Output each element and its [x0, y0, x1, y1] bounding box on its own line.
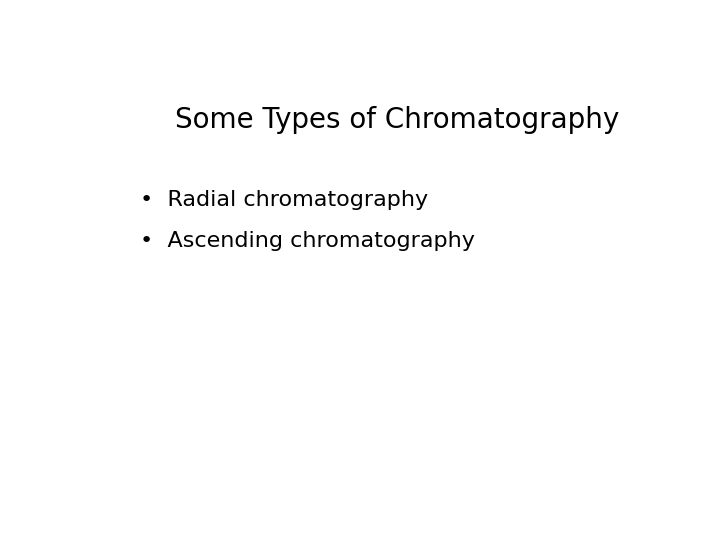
- Text: Some Types of Chromatography: Some Types of Chromatography: [175, 106, 619, 134]
- Text: •  Radial chromatography: • Radial chromatography: [140, 190, 428, 210]
- Text: •  Ascending chromatography: • Ascending chromatography: [140, 231, 475, 251]
